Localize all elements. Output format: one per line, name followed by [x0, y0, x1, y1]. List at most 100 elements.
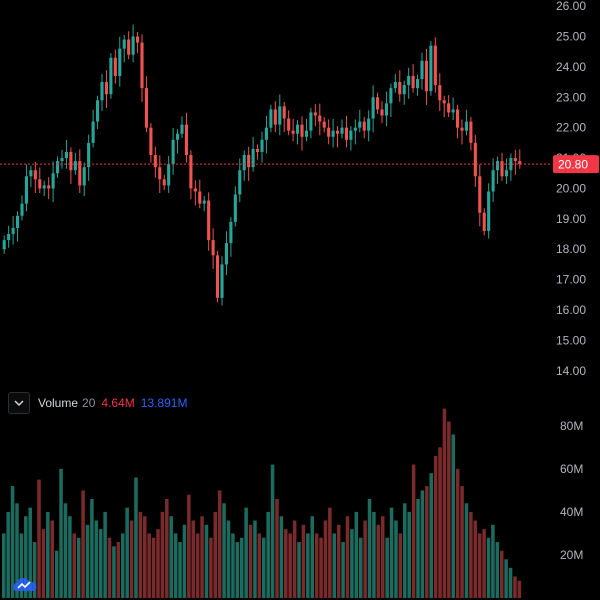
- volume-bar: [6, 511, 10, 598]
- candle-body: [464, 121, 468, 131]
- volume-bar: [257, 533, 262, 598]
- volume-bar: [319, 537, 323, 598]
- volume-bar: [380, 516, 385, 598]
- volume-bar: [112, 546, 116, 598]
- volume-bar: [469, 511, 473, 598]
- volume-bar: [10, 486, 15, 598]
- volume-bar: [76, 537, 81, 598]
- candle-body: [429, 45, 433, 92]
- volume-bar: [499, 550, 504, 598]
- volume-bar: [266, 511, 270, 598]
- volume-bar: [429, 473, 433, 598]
- volume-bar: [50, 520, 54, 598]
- candle-body: [251, 148, 255, 168]
- volume-bar: [19, 533, 24, 598]
- candle-body: [287, 118, 291, 131]
- volume-bar: [209, 537, 213, 598]
- volume-bar: [32, 542, 37, 598]
- volume-bar: [253, 520, 257, 598]
- candle-body: [229, 221, 233, 244]
- candle-body: [64, 151, 68, 159]
- candle-body: [144, 88, 148, 128]
- volume-bar: [491, 524, 495, 598]
- candle-body: [207, 200, 211, 241]
- volume-bar: [81, 490, 85, 598]
- volume-bar: [473, 520, 478, 598]
- candle-body: [104, 82, 108, 95]
- candle-body: [149, 127, 153, 156]
- volume-bar: [477, 533, 482, 598]
- candle-body: [451, 109, 455, 113]
- volume-bar: [425, 486, 429, 598]
- volume-bar: [358, 537, 363, 598]
- volume-bar: [222, 503, 226, 598]
- candle-body: [56, 161, 60, 174]
- volume-bar: [301, 524, 306, 598]
- candle-body: [469, 121, 473, 143]
- volume-bar: [455, 468, 460, 598]
- candle-body: [127, 39, 131, 55]
- volume-bar: [226, 520, 231, 598]
- legend-toggle-button[interactable]: [8, 392, 30, 414]
- candle-body: [109, 57, 113, 95]
- candle-body: [411, 75, 415, 89]
- candle-body: [518, 161, 522, 165]
- candle-body: [238, 170, 242, 195]
- volume-bar: [195, 533, 200, 598]
- volume-tick-label: 20M: [560, 548, 583, 562]
- candle-body: [367, 118, 371, 131]
- candle-body: [313, 112, 317, 116]
- candle-body: [407, 75, 411, 86]
- candle-body: [291, 130, 295, 134]
- candle-body: [384, 103, 388, 116]
- candle-body: [162, 179, 166, 186]
- candle-body: [220, 264, 224, 298]
- candle-body: [362, 121, 366, 131]
- volume-bar: [460, 486, 464, 598]
- volume-bar: [116, 542, 121, 598]
- candle-body: [33, 170, 37, 180]
- candle-body: [69, 151, 73, 171]
- volume-bar: [85, 524, 90, 598]
- volume-tick-label: 40M: [560, 505, 583, 519]
- volume-bar: [398, 533, 403, 598]
- candle-body: [158, 167, 162, 180]
- volume-bar: [200, 516, 204, 598]
- volume-bar: [244, 507, 248, 598]
- tradingview-cloud-icon[interactable]: [12, 574, 38, 594]
- volume-bar: [28, 507, 32, 598]
- candle-body: [442, 100, 446, 104]
- candle-body: [211, 240, 215, 256]
- volume-bar: [292, 520, 297, 598]
- candle-body: [398, 82, 402, 95]
- candle-body: [16, 215, 20, 228]
- candle-body: [167, 164, 171, 186]
- volume-bar: [37, 479, 41, 598]
- candle-body: [140, 42, 144, 89]
- volume-bar: [2, 533, 6, 598]
- candle-body: [269, 109, 273, 128]
- candle-body: [131, 36, 135, 55]
- candle-body: [122, 39, 126, 49]
- volume-bar: [24, 516, 28, 598]
- volume-ma-value: 13.891M: [140, 396, 188, 410]
- logo-cloud-shape: [13, 578, 37, 591]
- price-tick-label: 19.00: [556, 212, 586, 226]
- volume-bar: [248, 524, 253, 598]
- volume-bar: [156, 529, 160, 598]
- volume-bar: [262, 537, 266, 598]
- candle-body: [447, 103, 451, 113]
- candle-body: [376, 97, 380, 110]
- volume-bar: [420, 490, 425, 598]
- volume-bar: [517, 580, 522, 598]
- candle-body: [509, 158, 513, 171]
- candle-body: [96, 100, 100, 122]
- volume-bar: [482, 529, 486, 598]
- volume-bar: [314, 533, 319, 598]
- volume-bar: [151, 537, 156, 598]
- volume-bar: [169, 516, 173, 598]
- volume-bar: [403, 503, 407, 598]
